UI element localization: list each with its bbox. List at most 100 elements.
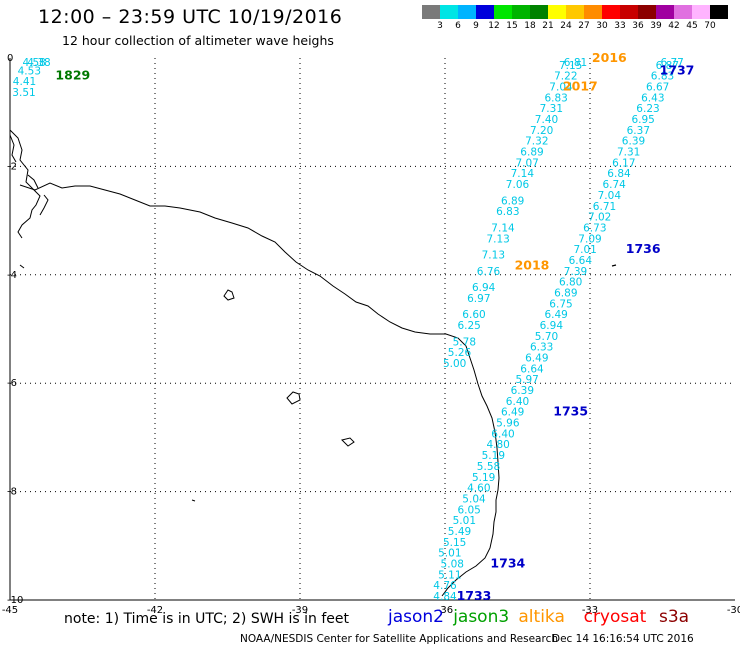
- wave-height-value: 6.77: [660, 57, 683, 69]
- lat-tick-label: 0: [7, 53, 13, 64]
- wave-height-value: 6.64: [520, 363, 544, 375]
- wave-height-value: 6.60: [462, 309, 485, 321]
- colorbar-swatch: 27: [566, 5, 590, 31]
- island-4: [191, 499, 196, 502]
- colorbar-swatch: 42: [656, 5, 680, 31]
- wave-height-value: 7.06: [506, 179, 530, 191]
- map-grid: [10, 58, 735, 600]
- wave-height-value: 7.13: [482, 250, 505, 262]
- maranhao-coast: [9, 129, 49, 239]
- colorbar-label: 9: [473, 21, 479, 31]
- track-time-label: 1734: [490, 555, 525, 570]
- colorbar-label: 45: [686, 21, 698, 31]
- wave-height-value: 6.49: [525, 353, 548, 365]
- wave-height-value: 6.76: [477, 266, 501, 278]
- track-time-label: 1733: [457, 588, 492, 603]
- wave-height-value: 7.07: [515, 157, 538, 169]
- wave-height-value: 6.97: [467, 293, 490, 305]
- lon-tick-label: -30: [727, 605, 740, 616]
- footer-credit: NOAA/NESDIS Center for Satellite Applica…: [240, 633, 558, 645]
- wave-height-value: 5.01: [453, 515, 476, 527]
- colorbar-label: 36: [632, 21, 644, 31]
- lat-tick-label: -10: [7, 595, 23, 606]
- track-time-label: 1736: [626, 241, 661, 256]
- wave-height-value: 6.84: [607, 168, 631, 180]
- colorbar-swatch: 9: [458, 5, 479, 31]
- track-time-label: 1737: [660, 62, 695, 77]
- legend-item: jason3: [453, 607, 510, 627]
- colorbar-swatch: 30: [584, 5, 608, 31]
- wave-height-value: 6.17: [612, 157, 635, 169]
- colorbar-label: 21: [542, 21, 554, 31]
- wave-height-value: 5.01: [438, 548, 461, 560]
- wave-height-value: 7.39: [564, 266, 587, 278]
- wave-height-value: 6.39: [622, 136, 645, 148]
- wave-height-value: 6.25: [457, 320, 480, 332]
- wave-height-value: 7.15: [559, 60, 582, 72]
- wave-height-value: 6.71: [593, 201, 616, 213]
- wave-height-value: 7.14: [491, 222, 515, 234]
- lat-tick-label: -6: [7, 378, 17, 389]
- wave-height-value: 4.80: [486, 439, 509, 451]
- wave-height-value: 7.22: [554, 71, 577, 83]
- lon-tick-label: -39: [292, 605, 308, 616]
- wave-height-value: 5.49: [448, 526, 471, 538]
- wave-height-value: 5.19: [472, 472, 495, 484]
- wave-height-value: 5.19: [482, 450, 505, 462]
- lat-tick-label: -2: [7, 161, 17, 172]
- wave-height-value: 6.39: [511, 385, 534, 397]
- wave-height-value: 6.80: [559, 277, 582, 289]
- legend-item: cryosat: [583, 607, 647, 627]
- units-note: note: 1) Time is in UTC; 2) SWH is in fe…: [64, 611, 350, 627]
- wave-height-value: 6.83: [496, 206, 519, 218]
- lat-tick-label: -8: [7, 487, 17, 498]
- wave-height-value: 6.33: [530, 342, 553, 354]
- wave-height-value: 7.14: [511, 168, 535, 180]
- colorbar-label: 30: [596, 21, 608, 31]
- wave-height-value: 6.05: [457, 504, 480, 516]
- track-time-label: 2016: [592, 50, 627, 65]
- lat-tick-label: -4: [7, 270, 17, 281]
- lon-tick-label: -42: [147, 605, 163, 616]
- colorbar-label: 18: [524, 21, 536, 31]
- wave-height-value: 6.37: [627, 125, 650, 137]
- brazil-coastline: [19, 182, 500, 597]
- wave-height-value: 5.78: [453, 336, 476, 348]
- wave-height-value: 6.83: [544, 92, 567, 104]
- island-2: [286, 391, 301, 405]
- wave-height-value: 7.02: [588, 212, 611, 224]
- colorbar-label: 6: [455, 21, 461, 31]
- map-title: 12:00 – 23:59 UTC 10/19/2016: [38, 6, 343, 28]
- wave-height-value: 5.00: [443, 358, 466, 370]
- wave-height-value: 4.60: [467, 483, 490, 495]
- track-time-label: 1829: [55, 68, 90, 83]
- satellite-tracks: 4.384.584.534.413.5118296.817.157.227.04…: [12, 50, 694, 603]
- wave-height-value: 4.38: [27, 57, 50, 69]
- wave-height-value: 5.08: [441, 558, 464, 570]
- wave-height-value: 6.40: [506, 396, 529, 408]
- colorbar-label: 27: [578, 21, 590, 31]
- colorbar-label: 24: [560, 21, 572, 31]
- coastline: [9, 129, 617, 597]
- wave-height-value: 6.43: [641, 92, 664, 104]
- colorbar-swatch: 21: [530, 5, 554, 31]
- wave-height-value: 6.49: [501, 407, 524, 419]
- colorbar-label: 12: [488, 21, 500, 31]
- wave-height-value: 5.15: [443, 537, 466, 549]
- colorbar-label: 33: [614, 21, 626, 31]
- wave-height-value: 6.81: [564, 57, 587, 69]
- track-time-label: 1735: [553, 404, 588, 419]
- wave-height-value: 6.89: [554, 287, 577, 299]
- wave-height-value: 7.09: [578, 233, 601, 245]
- wave-height-value: 4.84: [433, 591, 457, 603]
- wave-height-value: 5.70: [535, 331, 558, 343]
- wave-height-value: 7.32: [525, 136, 548, 148]
- colorbar-swatch: 15: [494, 5, 518, 31]
- colorbar-label: 42: [668, 21, 680, 31]
- wave-height-value: 6.94: [540, 320, 564, 332]
- wave-height-value: 6.64: [569, 255, 593, 267]
- colorbar-swatch: 6: [440, 5, 461, 31]
- wave-height-value: 6.94: [472, 282, 496, 294]
- track-time-label: 2018: [515, 257, 550, 272]
